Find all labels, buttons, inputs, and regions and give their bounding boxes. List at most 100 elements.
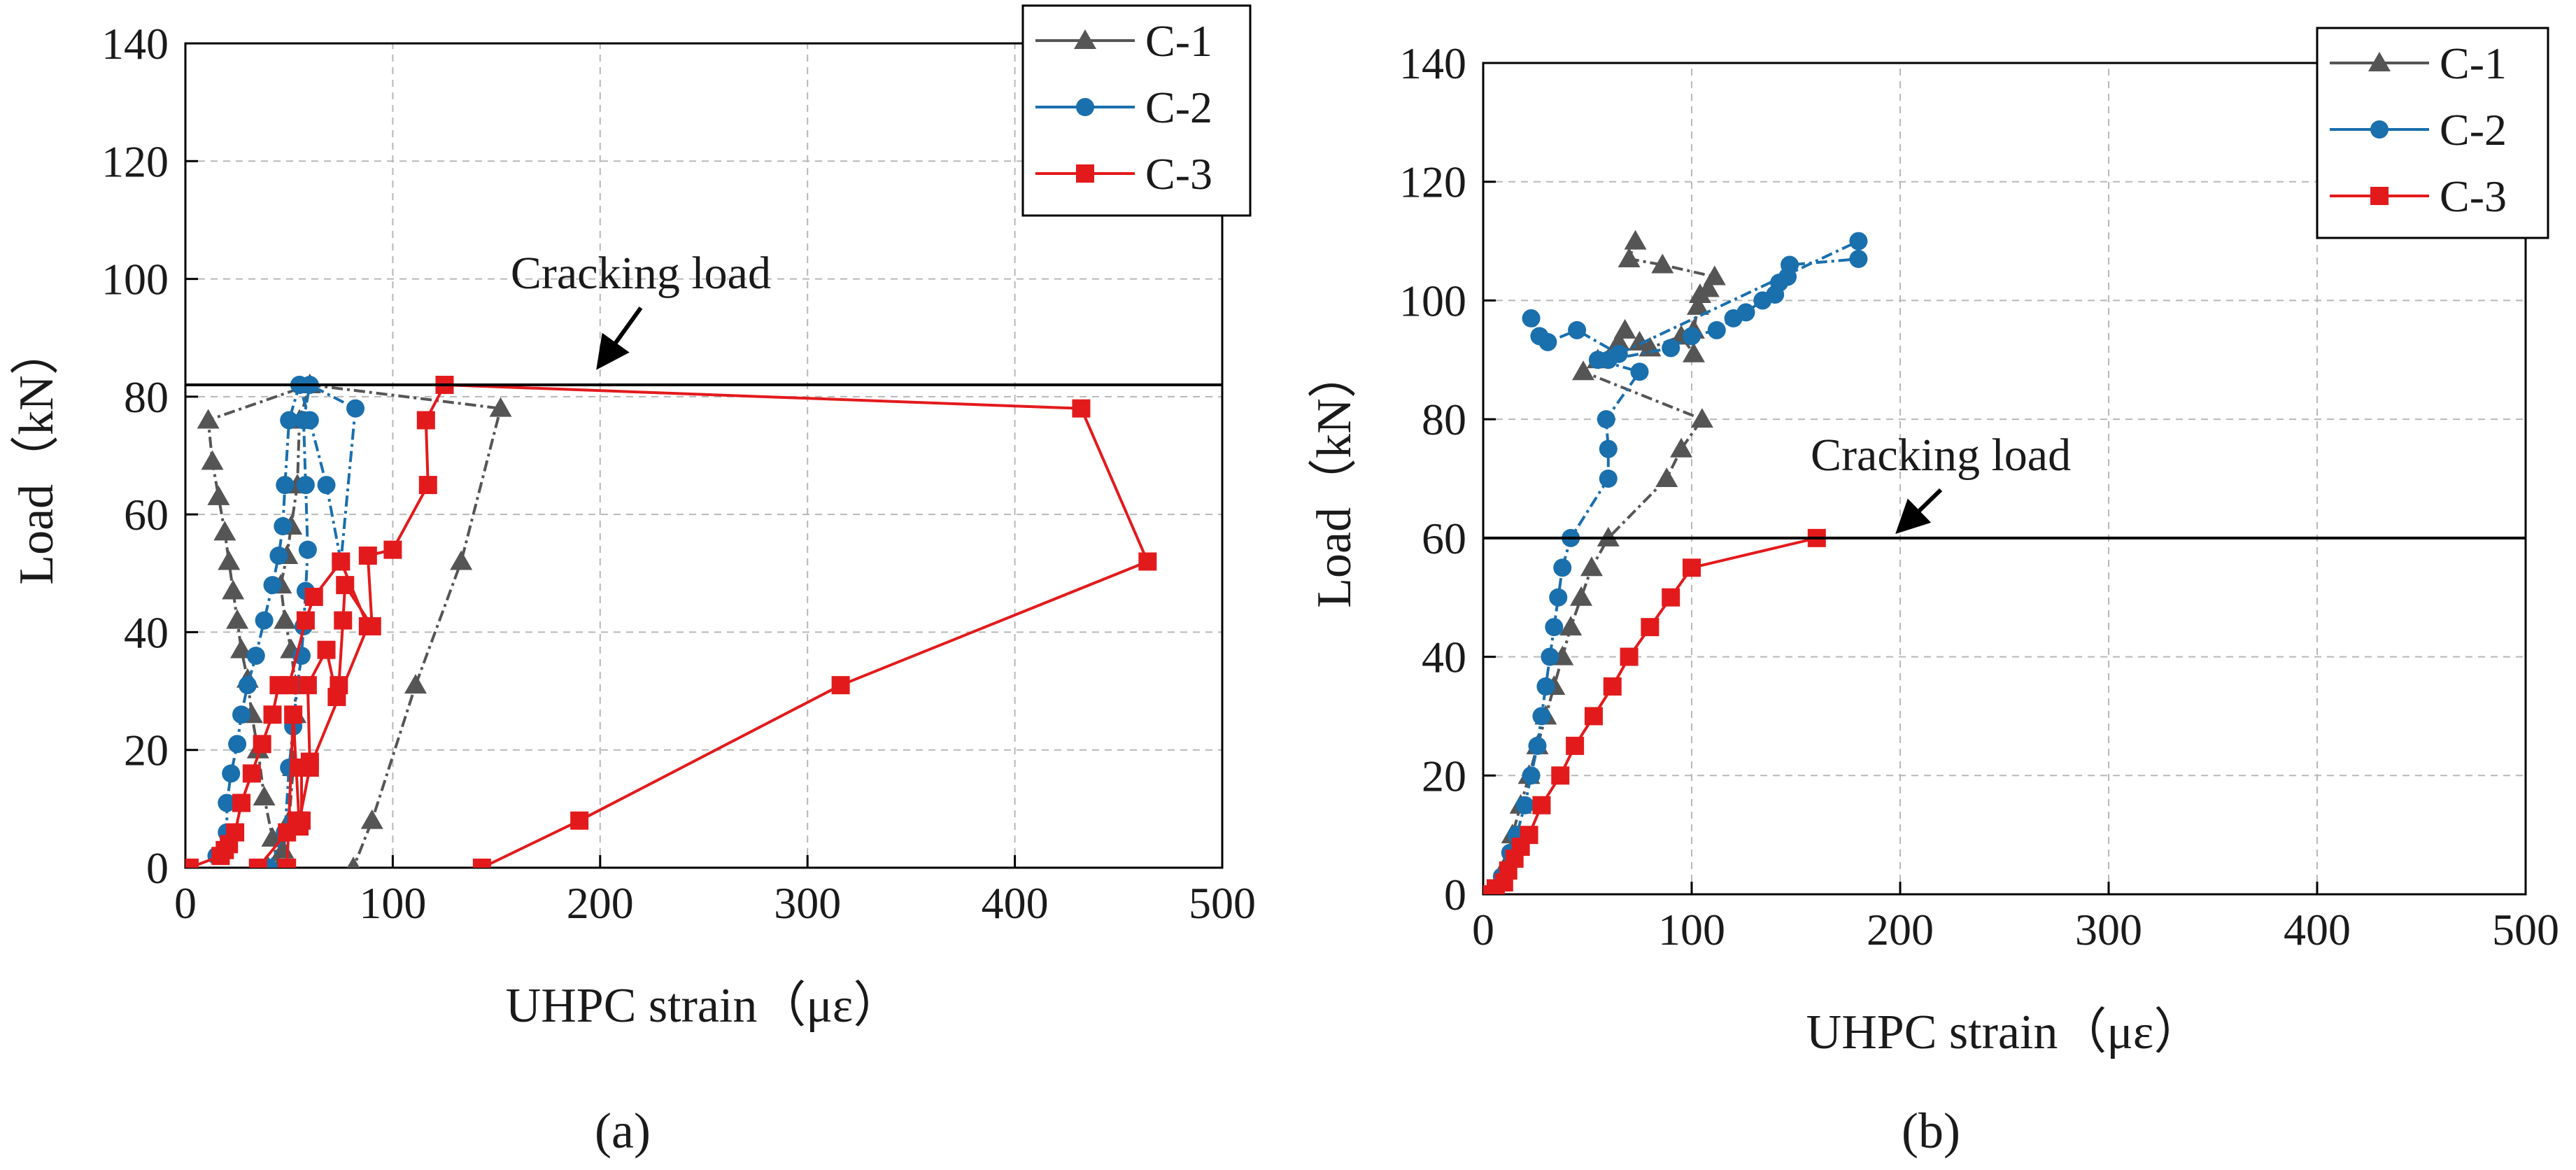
data-point bbox=[1618, 248, 1641, 268]
cracking-load-label: Cracking load bbox=[1811, 430, 2071, 481]
data-point bbox=[228, 735, 247, 754]
data-point bbox=[218, 794, 236, 812]
legend-label: C-1 bbox=[1145, 16, 1212, 66]
data-point bbox=[226, 609, 249, 629]
data-layer bbox=[1483, 230, 1868, 894]
data-point bbox=[346, 857, 360, 868]
data-point bbox=[1683, 327, 1701, 346]
y-tick-label: 100 bbox=[1399, 276, 1466, 325]
data-point bbox=[1138, 552, 1157, 571]
cracking-load-label: Cracking load bbox=[511, 248, 771, 299]
data-point bbox=[1849, 232, 1868, 251]
data-point bbox=[1522, 766, 1541, 785]
data-point bbox=[1536, 677, 1555, 696]
y-tick-label: 60 bbox=[1422, 514, 1466, 563]
data-point bbox=[1683, 558, 1701, 577]
data-point bbox=[255, 611, 274, 630]
x-tick-label: 200 bbox=[567, 878, 634, 928]
x-tick-label: 100 bbox=[1658, 905, 1725, 954]
data-point bbox=[1609, 344, 1628, 363]
data-point bbox=[1707, 320, 1726, 339]
y-tick-label: 120 bbox=[101, 136, 169, 186]
data-point bbox=[1568, 320, 1587, 339]
data-point bbox=[1603, 677, 1622, 696]
x-tick-label: 500 bbox=[2492, 905, 2559, 954]
series-c-2-b- bbox=[207, 376, 309, 866]
y-tick-label: 40 bbox=[124, 607, 169, 657]
data-point bbox=[360, 809, 383, 829]
legend-marker bbox=[2370, 187, 2389, 205]
y-tick-label: 140 bbox=[1399, 38, 1466, 88]
data-point bbox=[1630, 362, 1649, 381]
data-point bbox=[207, 485, 230, 505]
data-point bbox=[278, 859, 297, 868]
x-axis-label: UHPC strain（με） bbox=[506, 979, 903, 1033]
x-tick-label: 300 bbox=[774, 878, 841, 928]
y-tick-label: 0 bbox=[146, 843, 169, 893]
x-tick-label: 0 bbox=[1472, 905, 1494, 954]
data-point bbox=[296, 611, 315, 630]
data-point bbox=[278, 823, 297, 842]
data-point bbox=[416, 411, 435, 430]
y-tick-label: 20 bbox=[124, 726, 169, 775]
data-point bbox=[222, 764, 241, 783]
data-point bbox=[296, 476, 315, 495]
panel-label-a: (a) bbox=[595, 1103, 651, 1159]
data-point bbox=[1607, 330, 1630, 351]
legend-marker bbox=[2368, 52, 2391, 71]
x-tick-label: 400 bbox=[2284, 905, 2351, 954]
data-point bbox=[404, 674, 427, 694]
data-point bbox=[276, 476, 295, 495]
data-point bbox=[1532, 796, 1551, 815]
x-tick-label: 400 bbox=[982, 878, 1049, 928]
data-point bbox=[1551, 766, 1570, 785]
gridlines bbox=[185, 43, 1222, 868]
y-tick-label: 40 bbox=[1422, 633, 1466, 682]
x-tick-label: 300 bbox=[2075, 905, 2142, 954]
data-point bbox=[280, 676, 299, 695]
data-point bbox=[197, 409, 220, 429]
series-c-3 bbox=[278, 376, 1157, 868]
legend-label: C-2 bbox=[1145, 83, 1212, 132]
data-point bbox=[201, 450, 224, 470]
legend-label: C-1 bbox=[2440, 38, 2507, 88]
data-point bbox=[317, 640, 336, 659]
data-point bbox=[1682, 342, 1705, 362]
data-point bbox=[831, 676, 850, 695]
data-point bbox=[383, 540, 402, 559]
data-point bbox=[1520, 826, 1538, 845]
data-point bbox=[1599, 470, 1618, 488]
data-point bbox=[1584, 707, 1603, 726]
data-point bbox=[263, 705, 282, 724]
y-tick-label: 100 bbox=[101, 255, 169, 304]
plot-frame bbox=[1482, 62, 2527, 896]
data-point bbox=[1703, 265, 1726, 286]
data-point bbox=[253, 735, 271, 754]
data-point bbox=[489, 397, 512, 417]
data-point bbox=[304, 587, 323, 606]
data-point bbox=[1736, 303, 1755, 322]
data-point bbox=[242, 764, 261, 783]
data-point bbox=[263, 576, 282, 595]
data-point bbox=[248, 859, 267, 868]
data-point bbox=[284, 705, 303, 724]
legend: C-1 C-2 C-3 bbox=[2316, 27, 2549, 239]
chart-panel-a: 0 100 200 300 400 500 0 20 40 60 80 100 120 140 UHPC s… bbox=[10, 4, 1256, 1033]
legend-label: C-3 bbox=[1145, 149, 1212, 199]
data-point bbox=[1849, 250, 1868, 269]
y-axis-label: Load（kN） bbox=[10, 326, 64, 584]
y-tick-label: 60 bbox=[124, 490, 169, 540]
data-point bbox=[1599, 439, 1618, 458]
data-point bbox=[334, 611, 353, 630]
data-point bbox=[1515, 796, 1534, 815]
data-point bbox=[1597, 410, 1615, 429]
data-point bbox=[1549, 588, 1568, 607]
data-point bbox=[1641, 618, 1659, 637]
data-point bbox=[1545, 618, 1564, 637]
data-point bbox=[1530, 327, 1549, 346]
data-point bbox=[222, 579, 245, 600]
panel-label-b: (b) bbox=[1902, 1103, 1960, 1159]
series-line bbox=[285, 383, 1149, 868]
x-tick-label: 200 bbox=[1867, 905, 1934, 954]
